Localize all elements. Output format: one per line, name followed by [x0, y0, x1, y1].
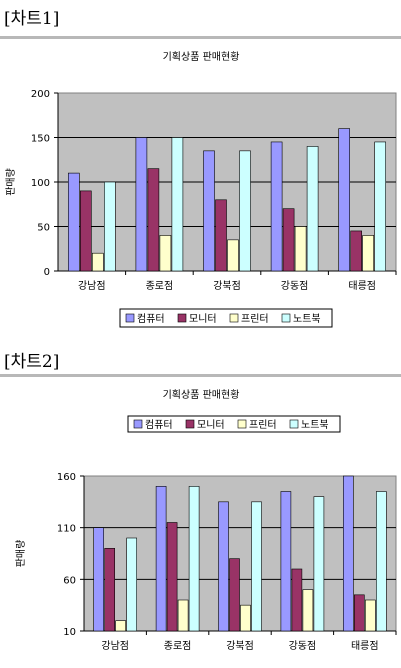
bar: [135, 137, 148, 272]
x-tick-label: 태릉점: [348, 280, 376, 292]
y-axis-label: 판매량: [5, 168, 17, 196]
bar: [92, 252, 104, 272]
legend-label: 모니터: [189, 313, 217, 325]
chart-title: 기획상품 판매현황: [163, 389, 240, 401]
legend: [119, 308, 333, 328]
legend-swatch: [185, 419, 195, 429]
legend: [127, 415, 341, 433]
chart-title: 기획상품 판매현황: [163, 51, 240, 63]
legend-label: 노트북: [293, 313, 321, 325]
bar: [306, 146, 319, 272]
bar: [280, 491, 292, 632]
bar: [68, 172, 80, 272]
bar: [188, 486, 200, 632]
x-tick-label: 태릉점: [351, 640, 379, 652]
legend-swatch: [125, 313, 135, 323]
y-axis-label: 판매량: [15, 540, 27, 568]
legend-label: 프린터: [249, 419, 277, 431]
x-tick-label: 강동점: [281, 280, 309, 292]
x-tick-label: 강북점: [213, 280, 241, 292]
bar: [115, 620, 126, 632]
bar: [159, 235, 172, 272]
bar: [302, 589, 314, 632]
y-tick-label: 160: [57, 472, 76, 483]
bar: [104, 181, 116, 272]
chart1-section-heading: [차트1]: [4, 9, 60, 29]
bar: [104, 548, 115, 632]
legend-swatch: [237, 419, 247, 429]
bar: [374, 141, 387, 272]
y-tick-label: 50: [37, 223, 50, 234]
bar: [147, 168, 160, 272]
legend-label: 노트북: [301, 419, 329, 431]
section-divider: [0, 36, 401, 39]
x-tick-label: 강북점: [226, 640, 254, 652]
y-tick-label: 60: [63, 575, 76, 586]
y-tick-label: 10: [63, 627, 76, 638]
bar: [126, 537, 137, 632]
y-tick-label: 150: [31, 134, 50, 145]
bar: [282, 208, 295, 272]
legend-swatch: [133, 419, 143, 429]
legend-swatch: [289, 419, 299, 429]
bar: [203, 150, 215, 272]
bar: [313, 496, 325, 632]
x-tick-label: 강동점: [289, 640, 317, 652]
bar: [227, 239, 239, 272]
legend-swatch: [177, 313, 187, 323]
legend-label: 컴퓨터: [145, 419, 173, 431]
x-tick-label: 종로점: [146, 280, 174, 292]
bar: [350, 230, 363, 272]
section-divider: [0, 374, 401, 377]
bar: [166, 522, 178, 632]
legend-swatch: [229, 313, 239, 323]
y-tick-label: 110: [57, 524, 76, 535]
bar: [177, 599, 189, 632]
bar: [93, 527, 104, 632]
bar: [342, 475, 354, 632]
bar: [251, 501, 262, 632]
bar: [294, 226, 307, 272]
y-tick-label: 100: [31, 178, 50, 189]
bar: [353, 594, 365, 632]
x-tick-label: 강남점: [78, 280, 106, 292]
legend-label: 컴퓨터: [137, 313, 165, 325]
y-tick-label: 0: [44, 267, 50, 278]
legend-label: 프린터: [241, 313, 269, 325]
bar: [215, 199, 227, 272]
bar: [338, 128, 351, 272]
x-tick-label: 강남점: [101, 640, 129, 652]
chart2-section-heading: [차트2]: [4, 352, 60, 372]
bar: [364, 599, 376, 632]
y-tick-label: 200: [31, 89, 50, 100]
bar: [155, 486, 167, 632]
bar: [171, 137, 184, 272]
bar: [375, 491, 387, 632]
bar: [240, 604, 251, 632]
legend-swatch: [281, 313, 291, 323]
x-tick-label: 종로점: [164, 640, 192, 652]
bar: [239, 150, 251, 272]
bar: [270, 141, 283, 272]
bar: [218, 501, 229, 632]
legend-label: 모니터: [197, 419, 225, 431]
bar: [80, 190, 92, 272]
bar: [362, 235, 375, 272]
bar: [229, 558, 240, 632]
bar: [291, 568, 303, 632]
